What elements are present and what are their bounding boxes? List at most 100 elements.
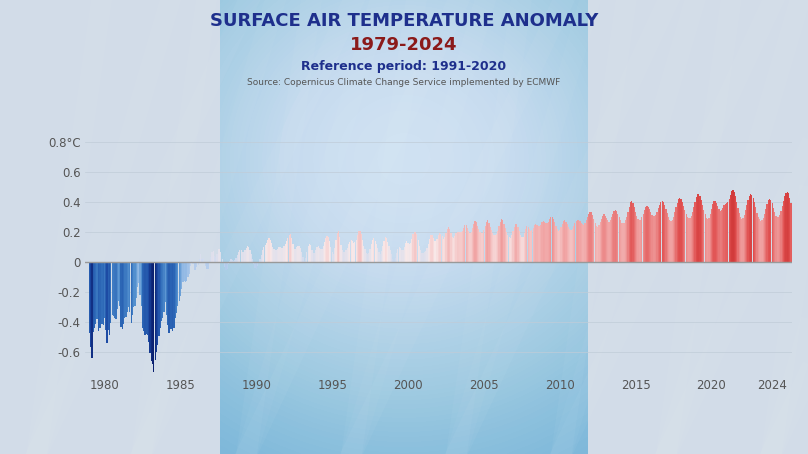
- Bar: [250, 254, 252, 262]
- Bar: [469, 233, 470, 262]
- Bar: [461, 231, 463, 262]
- Bar: [583, 225, 584, 262]
- Bar: [354, 242, 356, 262]
- Bar: [300, 248, 301, 262]
- Bar: [112, 262, 113, 315]
- Bar: [535, 224, 537, 262]
- Bar: [309, 244, 310, 262]
- Bar: [613, 211, 615, 262]
- Bar: [739, 213, 740, 262]
- Bar: [586, 220, 587, 262]
- Bar: [783, 201, 784, 262]
- Bar: [644, 210, 645, 262]
- Bar: [389, 250, 391, 262]
- Bar: [252, 259, 253, 262]
- Bar: [385, 237, 386, 262]
- Bar: [621, 222, 622, 262]
- Bar: [360, 233, 362, 262]
- Bar: [472, 228, 473, 262]
- Bar: [640, 220, 642, 262]
- Bar: [701, 200, 702, 262]
- Bar: [210, 257, 212, 262]
- Bar: [405, 243, 406, 262]
- Bar: [692, 212, 693, 262]
- Bar: [279, 247, 280, 262]
- Bar: [722, 208, 723, 262]
- Bar: [348, 245, 349, 262]
- Bar: [633, 207, 635, 262]
- Bar: [358, 231, 360, 262]
- Bar: [284, 244, 286, 262]
- Bar: [588, 213, 589, 262]
- Bar: [263, 247, 264, 262]
- Bar: [555, 226, 557, 262]
- Bar: [697, 194, 698, 262]
- Bar: [772, 208, 774, 262]
- Bar: [729, 199, 730, 262]
- Bar: [192, 262, 194, 264]
- Bar: [306, 252, 308, 262]
- Bar: [499, 222, 501, 262]
- Bar: [315, 250, 316, 262]
- Bar: [702, 205, 703, 262]
- Bar: [477, 226, 478, 262]
- Bar: [574, 223, 575, 262]
- Bar: [329, 241, 330, 262]
- Bar: [424, 252, 425, 262]
- Bar: [362, 240, 363, 262]
- Bar: [528, 229, 530, 262]
- Bar: [758, 217, 759, 262]
- Bar: [678, 199, 680, 262]
- Bar: [550, 217, 552, 262]
- Bar: [754, 202, 755, 262]
- Bar: [512, 232, 514, 262]
- Bar: [687, 217, 688, 262]
- Bar: [745, 210, 746, 262]
- Bar: [376, 244, 377, 262]
- Bar: [801, 203, 802, 262]
- Bar: [107, 262, 109, 330]
- Bar: [331, 252, 333, 262]
- Bar: [516, 224, 517, 262]
- Bar: [367, 254, 368, 262]
- Bar: [507, 235, 508, 262]
- Bar: [707, 219, 709, 262]
- Bar: [629, 207, 630, 262]
- Bar: [763, 217, 764, 262]
- Bar: [473, 224, 474, 262]
- Bar: [411, 239, 412, 262]
- Bar: [206, 262, 208, 269]
- Bar: [743, 215, 745, 262]
- Bar: [691, 216, 692, 262]
- Bar: [521, 237, 523, 262]
- Bar: [488, 223, 490, 262]
- Bar: [110, 262, 112, 323]
- Bar: [167, 262, 168, 326]
- Bar: [368, 253, 369, 262]
- Bar: [572, 229, 573, 262]
- Bar: [656, 212, 658, 262]
- Bar: [626, 217, 627, 262]
- Bar: [160, 262, 161, 328]
- Bar: [187, 262, 188, 277]
- Bar: [223, 262, 224, 263]
- Bar: [441, 236, 443, 262]
- Bar: [530, 231, 531, 262]
- Bar: [689, 218, 691, 262]
- Bar: [769, 198, 770, 262]
- Bar: [421, 252, 423, 262]
- Bar: [304, 261, 305, 262]
- Bar: [166, 262, 167, 315]
- Bar: [387, 242, 389, 262]
- Bar: [133, 262, 134, 306]
- Bar: [204, 262, 205, 263]
- Bar: [416, 234, 418, 262]
- Bar: [293, 248, 295, 262]
- Bar: [449, 229, 450, 262]
- Bar: [673, 217, 674, 262]
- Bar: [492, 233, 494, 262]
- Bar: [243, 252, 244, 262]
- Bar: [635, 212, 636, 262]
- Bar: [149, 262, 150, 353]
- Bar: [301, 252, 302, 262]
